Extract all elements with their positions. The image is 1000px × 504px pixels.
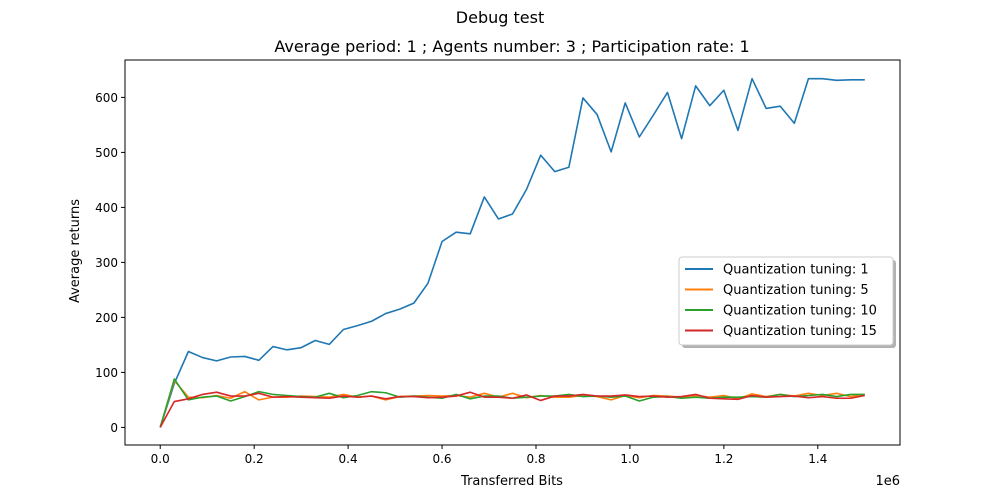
y-tick-label: 200: [95, 311, 118, 325]
legend-label: Quantization tuning: 15: [723, 324, 877, 339]
x-tick-label: 0.4: [339, 452, 358, 466]
series-lines: [159, 77, 865, 428]
y-tick-label: 0: [110, 421, 118, 435]
x-tick-label: 1.4: [808, 452, 827, 466]
x-tick-label: 1.2: [714, 452, 733, 466]
x-tick-label: 0.0: [151, 452, 170, 466]
y-tick-label: 100: [95, 366, 118, 380]
y-tick-label: 600: [95, 91, 118, 105]
legend-box: [678, 256, 894, 346]
y-tick-label: 400: [95, 201, 118, 215]
series-line-3: [159, 391, 865, 428]
x-tick-label: 1.0: [620, 452, 639, 466]
x-tick-label: 0.2: [245, 452, 264, 466]
figure-suptitle: Debug test: [456, 8, 544, 27]
legend-label: Quantization tuning: 10: [723, 304, 877, 319]
legend: Quantization tuning: 1 Quantization tunin…: [678, 256, 896, 348]
chart-title: Average period: 1 ; Agents number: 3 ; P…: [274, 37, 749, 56]
series-line-0: [159, 77, 865, 428]
y-tick-label: 500: [95, 146, 118, 160]
x-tick-label: 0.6: [432, 452, 451, 466]
y-tick-label: 300: [95, 256, 118, 270]
x-axis-offset-text: 1e6: [875, 474, 900, 489]
axis-ticks: 0.0 0.2 0.4 0.6 0.8 1.0 1.2 1.4 0 100 200 300 400 500…: [95, 91, 827, 466]
series-line-1: [159, 379, 865, 428]
legend-label: Quantization tuning: 1: [723, 263, 869, 278]
series-line-2: [159, 378, 865, 428]
x-axis-label: Transferred Bits: [460, 474, 563, 489]
legend-label: Quantization tuning: 5: [723, 283, 869, 298]
y-axis-label: Average returns: [68, 199, 83, 303]
x-tick-label: 0.8: [526, 452, 545, 466]
plot-area-frame: [124, 59, 901, 446]
